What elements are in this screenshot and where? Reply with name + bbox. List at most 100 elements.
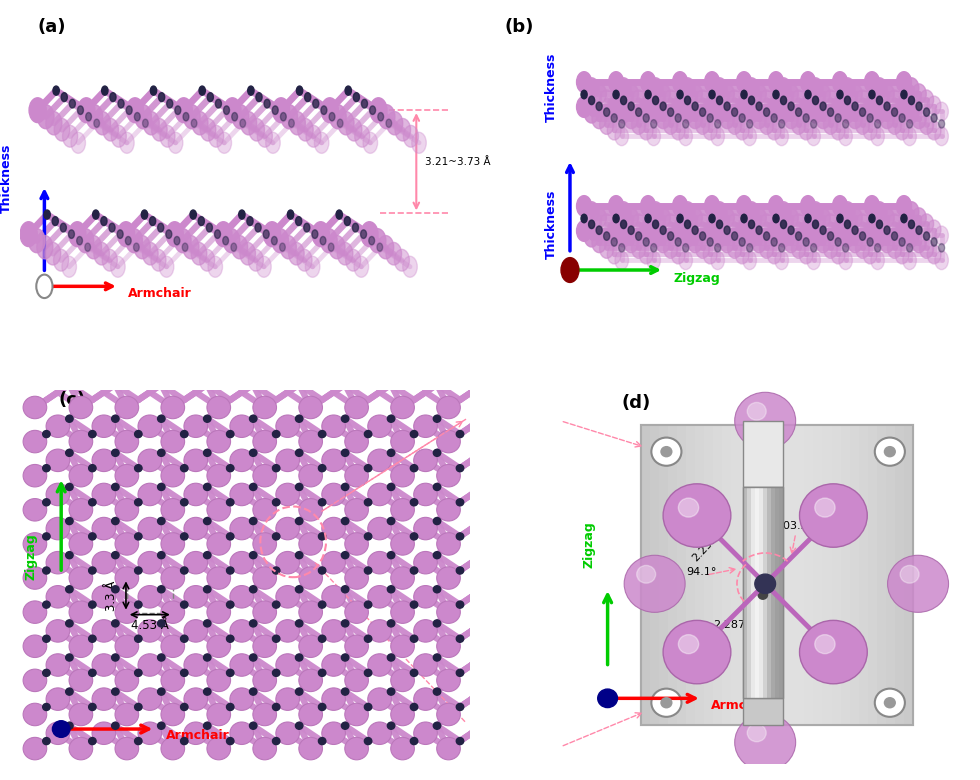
Circle shape xyxy=(231,236,248,259)
Circle shape xyxy=(368,722,391,744)
Circle shape xyxy=(903,127,916,146)
Circle shape xyxy=(911,207,926,228)
Bar xyxy=(705,425,713,725)
Circle shape xyxy=(250,586,257,593)
Circle shape xyxy=(321,484,345,505)
Circle shape xyxy=(43,431,50,438)
Circle shape xyxy=(796,232,802,240)
Circle shape xyxy=(253,635,276,658)
Circle shape xyxy=(24,737,47,760)
Text: 2.253Å: 2.253Å xyxy=(690,527,725,563)
Circle shape xyxy=(191,243,207,265)
Circle shape xyxy=(180,704,188,711)
Circle shape xyxy=(727,239,742,258)
Circle shape xyxy=(387,620,395,627)
Circle shape xyxy=(840,103,855,123)
Bar xyxy=(831,425,841,725)
Circle shape xyxy=(250,551,257,558)
Circle shape xyxy=(158,517,165,525)
Circle shape xyxy=(345,737,368,760)
Circle shape xyxy=(318,465,326,472)
Text: 4.53 Å: 4.53 Å xyxy=(131,619,169,632)
Circle shape xyxy=(174,229,191,253)
Circle shape xyxy=(341,551,349,558)
Circle shape xyxy=(672,72,688,93)
Circle shape xyxy=(88,738,96,745)
Circle shape xyxy=(247,217,253,225)
Circle shape xyxy=(652,438,681,466)
Circle shape xyxy=(249,119,265,141)
Bar xyxy=(677,425,686,725)
Circle shape xyxy=(299,737,322,760)
Circle shape xyxy=(609,72,623,93)
Circle shape xyxy=(88,498,96,506)
Circle shape xyxy=(337,243,353,265)
Circle shape xyxy=(647,226,661,245)
Circle shape xyxy=(832,97,848,117)
Circle shape xyxy=(295,484,303,491)
Circle shape xyxy=(935,226,949,245)
Circle shape xyxy=(815,232,830,253)
Circle shape xyxy=(204,484,211,491)
Circle shape xyxy=(576,97,592,117)
Circle shape xyxy=(651,243,657,252)
Circle shape xyxy=(614,102,628,121)
Circle shape xyxy=(609,97,623,117)
Circle shape xyxy=(318,567,326,574)
Circle shape xyxy=(320,106,327,115)
Circle shape xyxy=(230,484,254,505)
Circle shape xyxy=(710,102,724,121)
Circle shape xyxy=(884,102,890,111)
Circle shape xyxy=(647,251,661,270)
Circle shape xyxy=(692,226,698,235)
Circle shape xyxy=(24,669,47,692)
Circle shape xyxy=(46,586,70,608)
Circle shape xyxy=(250,620,257,627)
Circle shape xyxy=(592,207,607,228)
Circle shape xyxy=(776,202,791,222)
Circle shape xyxy=(714,243,720,252)
Circle shape xyxy=(46,415,70,438)
Circle shape xyxy=(803,238,809,246)
Circle shape xyxy=(614,226,628,245)
Circle shape xyxy=(712,202,727,222)
Circle shape xyxy=(24,635,47,658)
Circle shape xyxy=(44,210,50,219)
Circle shape xyxy=(329,112,335,121)
Circle shape xyxy=(663,115,678,134)
Bar xyxy=(759,487,762,698)
Circle shape xyxy=(391,601,415,623)
Circle shape xyxy=(608,121,621,140)
Circle shape xyxy=(368,449,391,472)
Circle shape xyxy=(296,86,303,95)
Bar xyxy=(747,487,751,698)
Circle shape xyxy=(705,97,719,117)
Circle shape xyxy=(705,196,719,217)
Circle shape xyxy=(112,484,119,491)
Circle shape xyxy=(200,119,216,141)
Circle shape xyxy=(207,533,230,555)
Circle shape xyxy=(792,115,806,134)
Circle shape xyxy=(600,214,613,233)
Bar xyxy=(743,487,747,698)
Circle shape xyxy=(250,484,257,491)
Circle shape xyxy=(24,567,47,589)
Circle shape xyxy=(112,586,119,593)
Circle shape xyxy=(115,431,138,453)
Circle shape xyxy=(653,96,659,105)
Circle shape xyxy=(856,239,869,258)
Circle shape xyxy=(678,498,699,517)
Circle shape xyxy=(299,464,322,487)
Circle shape xyxy=(126,106,132,115)
Circle shape xyxy=(871,226,884,245)
Circle shape xyxy=(768,196,784,217)
Circle shape xyxy=(102,86,108,95)
Circle shape xyxy=(387,517,395,525)
Circle shape xyxy=(403,256,417,278)
Circle shape xyxy=(279,243,285,251)
Circle shape xyxy=(737,72,752,93)
Circle shape xyxy=(412,133,426,154)
Circle shape xyxy=(272,669,280,676)
Circle shape xyxy=(663,214,678,233)
Circle shape xyxy=(46,551,70,574)
